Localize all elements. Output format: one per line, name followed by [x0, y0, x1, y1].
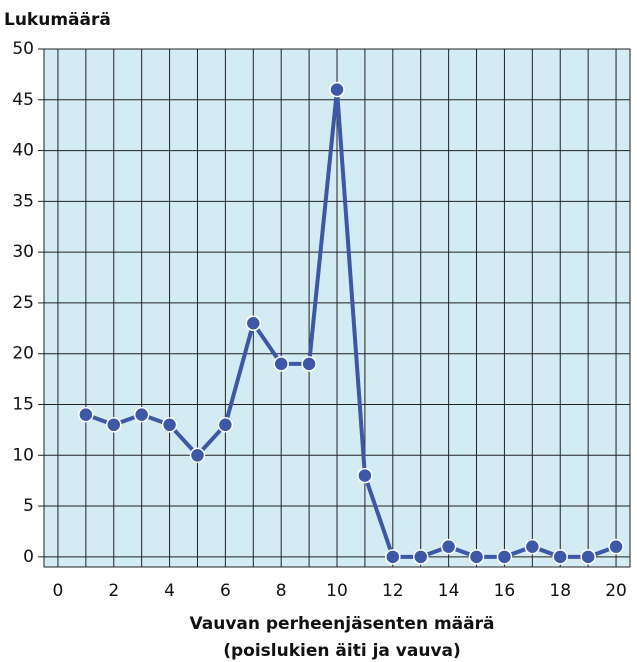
x-tick-label: 16	[494, 581, 516, 601]
point	[552, 549, 568, 565]
x-tick-label: 0	[53, 581, 64, 601]
y-tick-label: 25	[12, 293, 34, 313]
y-tick-label: 0	[23, 547, 34, 567]
y-axis-label: Lukumäärä	[4, 10, 111, 30]
point	[245, 315, 262, 331]
point	[524, 538, 541, 555]
x-tick-label: 8	[276, 581, 287, 601]
x-tick-label: 6	[220, 581, 231, 601]
x-tick-label: 12	[382, 581, 404, 601]
point	[217, 417, 234, 433]
point	[357, 467, 373, 484]
point	[385, 549, 401, 565]
x-tick-label: 14	[438, 581, 460, 601]
point	[133, 406, 150, 423]
x-tick-label: 10	[326, 581, 348, 601]
point	[106, 417, 122, 433]
x-axis-label: Vauvan perheenjäsenten määrä	[190, 614, 495, 634]
x-tick-label: 2	[108, 581, 119, 601]
point	[440, 538, 457, 555]
point	[608, 538, 624, 555]
point	[329, 81, 345, 98]
point	[580, 549, 596, 565]
y-tick-label: 35	[12, 191, 34, 211]
x-tick-label: 18	[549, 581, 571, 601]
plot-border	[43, 48, 631, 568]
y-tick-label: 50	[12, 39, 34, 59]
y-tick-label: 45	[12, 90, 34, 110]
x-tick-label: 4	[164, 581, 175, 601]
point	[189, 447, 206, 464]
y-tick-label: 30	[12, 242, 34, 262]
point	[301, 356, 317, 372]
x-axis-label: (poislukien äiti ja vauva)	[223, 641, 461, 661]
point	[412, 549, 429, 565]
y-tick-label: 15	[12, 394, 34, 414]
point	[78, 406, 94, 423]
point	[496, 549, 513, 565]
point	[273, 356, 289, 372]
x-tick-label: 20	[605, 581, 627, 601]
point	[468, 549, 485, 565]
point	[161, 417, 178, 433]
y-tick-label: 20	[12, 344, 34, 364]
y-tick-label: 10	[12, 445, 34, 465]
y-tick-label: 5	[23, 496, 34, 516]
y-tick-label: 40	[12, 141, 34, 161]
